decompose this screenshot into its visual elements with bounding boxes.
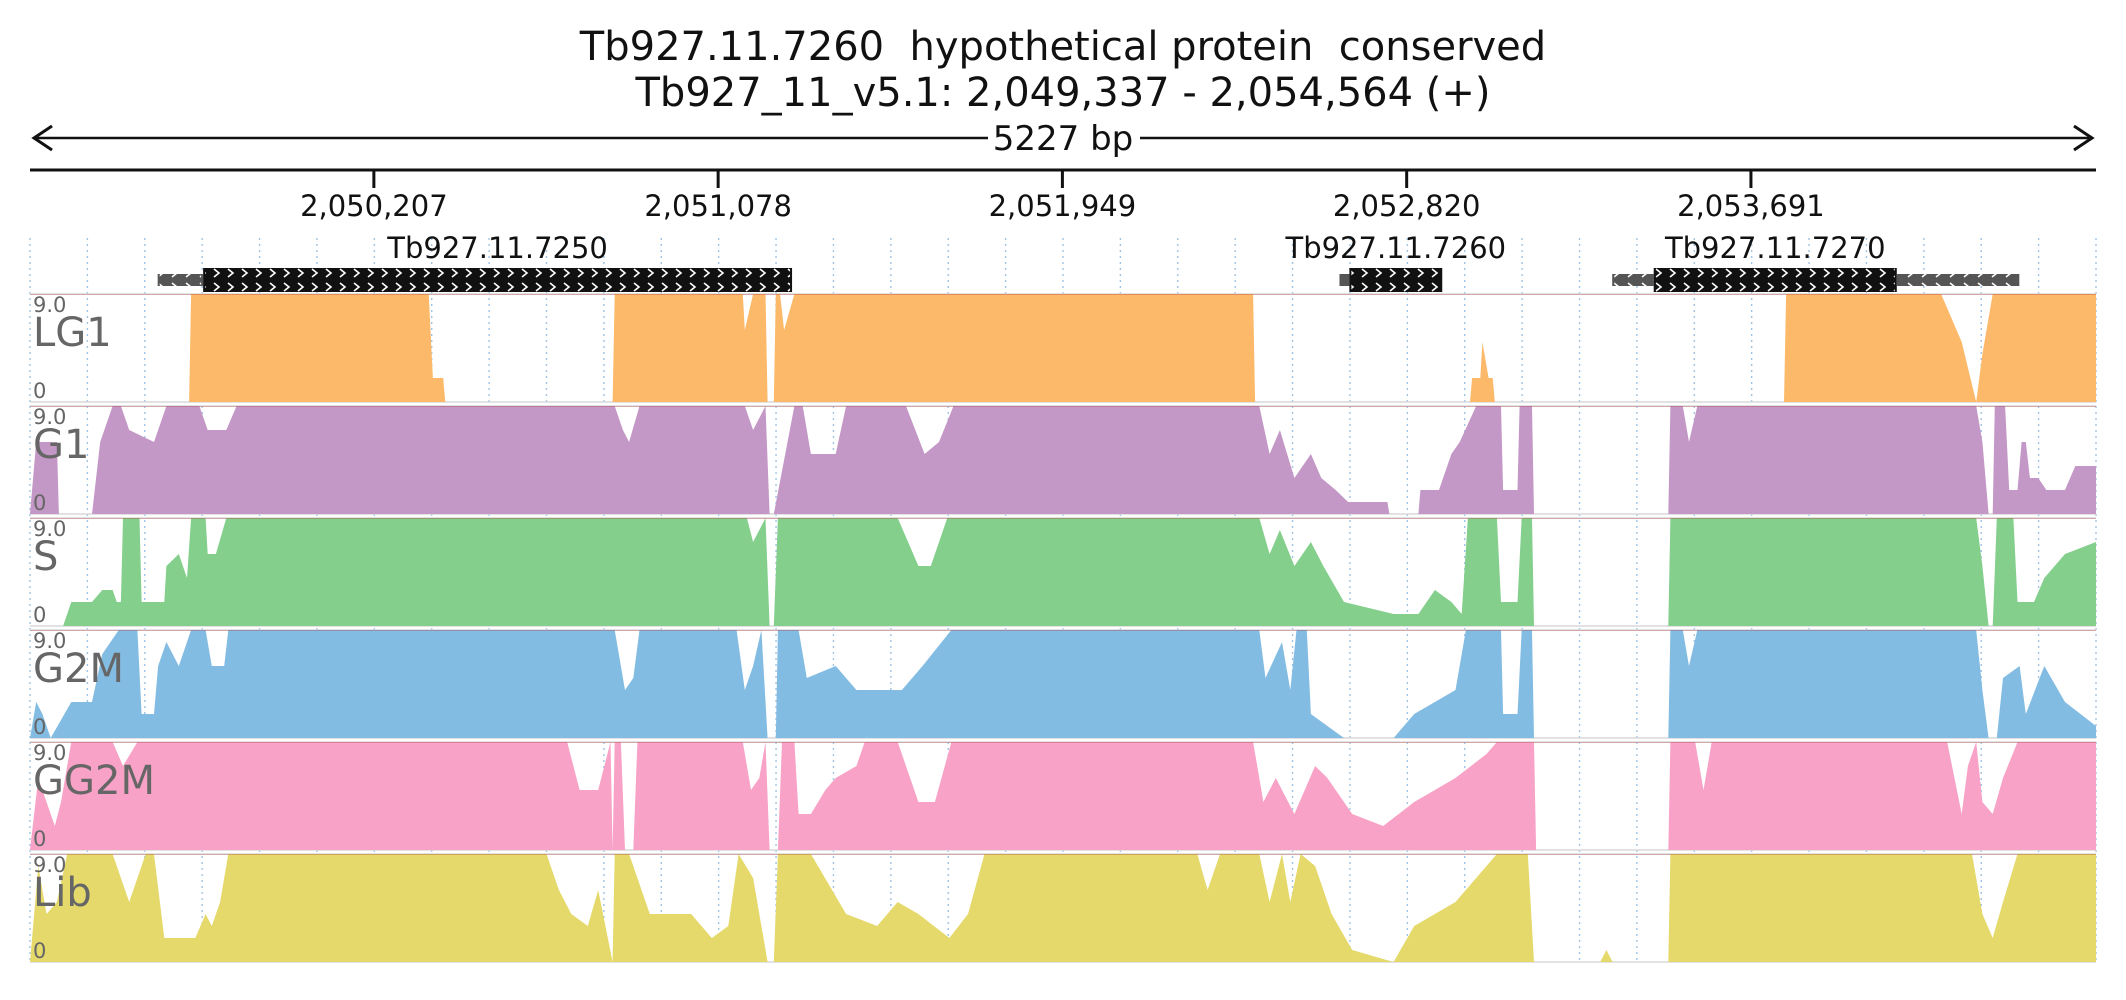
gene-annotation-track: Tb927.11.7250 Tb927.11.7260 Tb927.11.7270 xyxy=(157,231,2020,292)
ruler-tick-label: 2,052,820 xyxy=(1333,189,1481,223)
track-name-label: LG1 xyxy=(33,310,112,356)
track-max-label: 9.0 xyxy=(33,293,66,317)
coverage-area xyxy=(30,294,2096,402)
ruler-tick-label: 2,051,078 xyxy=(644,189,792,223)
coverage-area xyxy=(30,406,2096,514)
track-min-label: 0 xyxy=(33,827,46,851)
track-name-label: G1 xyxy=(33,422,89,468)
gene-utr5-strand-arrows xyxy=(159,274,202,286)
gene-label: Tb927.11.7270 xyxy=(1664,231,1886,265)
coverage-area xyxy=(30,854,2096,962)
track-max-label: 9.0 xyxy=(33,629,66,653)
span-length-label: 5227 bp xyxy=(993,119,1134,159)
ruler-tick-label: 2,051,949 xyxy=(989,189,1137,223)
track-max-label: 9.0 xyxy=(33,517,66,541)
track-min-label: 0 xyxy=(33,939,46,963)
gene-utr5-strand-arrows xyxy=(1614,274,1652,286)
track-min-label: 0 xyxy=(33,715,46,739)
span-arrowhead-left xyxy=(31,124,53,152)
track-min-label: 0 xyxy=(33,379,46,403)
gene-title: Tb927.11.7260 hypothetical protein conse… xyxy=(579,24,1546,70)
track-name-label: G2M xyxy=(33,646,124,692)
coverage-track-g1: G19.0 0 xyxy=(30,405,2096,515)
track-min-label: 0 xyxy=(33,491,46,515)
track-max-label: 9.0 xyxy=(33,741,66,765)
ruler-tick-label: 2,050,207 xyxy=(300,189,448,223)
gene-cds-strand-arrows xyxy=(1655,268,1895,292)
locus-coordinates: Tb927_11_v5.1: 2,049,337 - 2,054,564 (+) xyxy=(635,70,1491,116)
gene-utr3-strand-arrows xyxy=(1898,274,2018,286)
coverage-area xyxy=(30,518,2096,626)
gene-cds-strand-arrows xyxy=(1351,268,1441,292)
coverage-area xyxy=(30,630,2096,738)
gene-label: Tb927.11.7250 xyxy=(386,231,608,265)
track-name-label: S xyxy=(33,534,58,580)
ruler-tick-label: 2,053,691 xyxy=(1677,189,1825,223)
track-max-label: 9.0 xyxy=(33,405,66,429)
span-arrowhead-right xyxy=(2073,124,2095,152)
coverage-area xyxy=(30,742,2096,850)
gene-cds-strand-arrows xyxy=(205,268,791,292)
gene-utr5-strand-arrows xyxy=(1341,274,1348,286)
gene-model: Tb927.11.7260 xyxy=(1284,231,1506,292)
track-max-label: 9.0 xyxy=(33,853,66,877)
gene-model: Tb927.11.7250 xyxy=(157,231,793,292)
track-name-label: GG2M xyxy=(33,758,155,804)
ruler-ticks: 2,050,207 2,051,078 2,051,949 2,052,820 2,05… xyxy=(300,170,1825,223)
coverage-track-s: S9.0 0 xyxy=(30,517,2096,627)
gene-model: Tb927.11.7270 xyxy=(1612,231,2020,292)
track-name-label: Lib xyxy=(33,870,92,916)
track-min-label: 0 xyxy=(33,603,46,627)
span-indicator: 5227 bp xyxy=(31,119,2095,159)
gene-label: Tb927.11.7260 xyxy=(1284,231,1506,265)
